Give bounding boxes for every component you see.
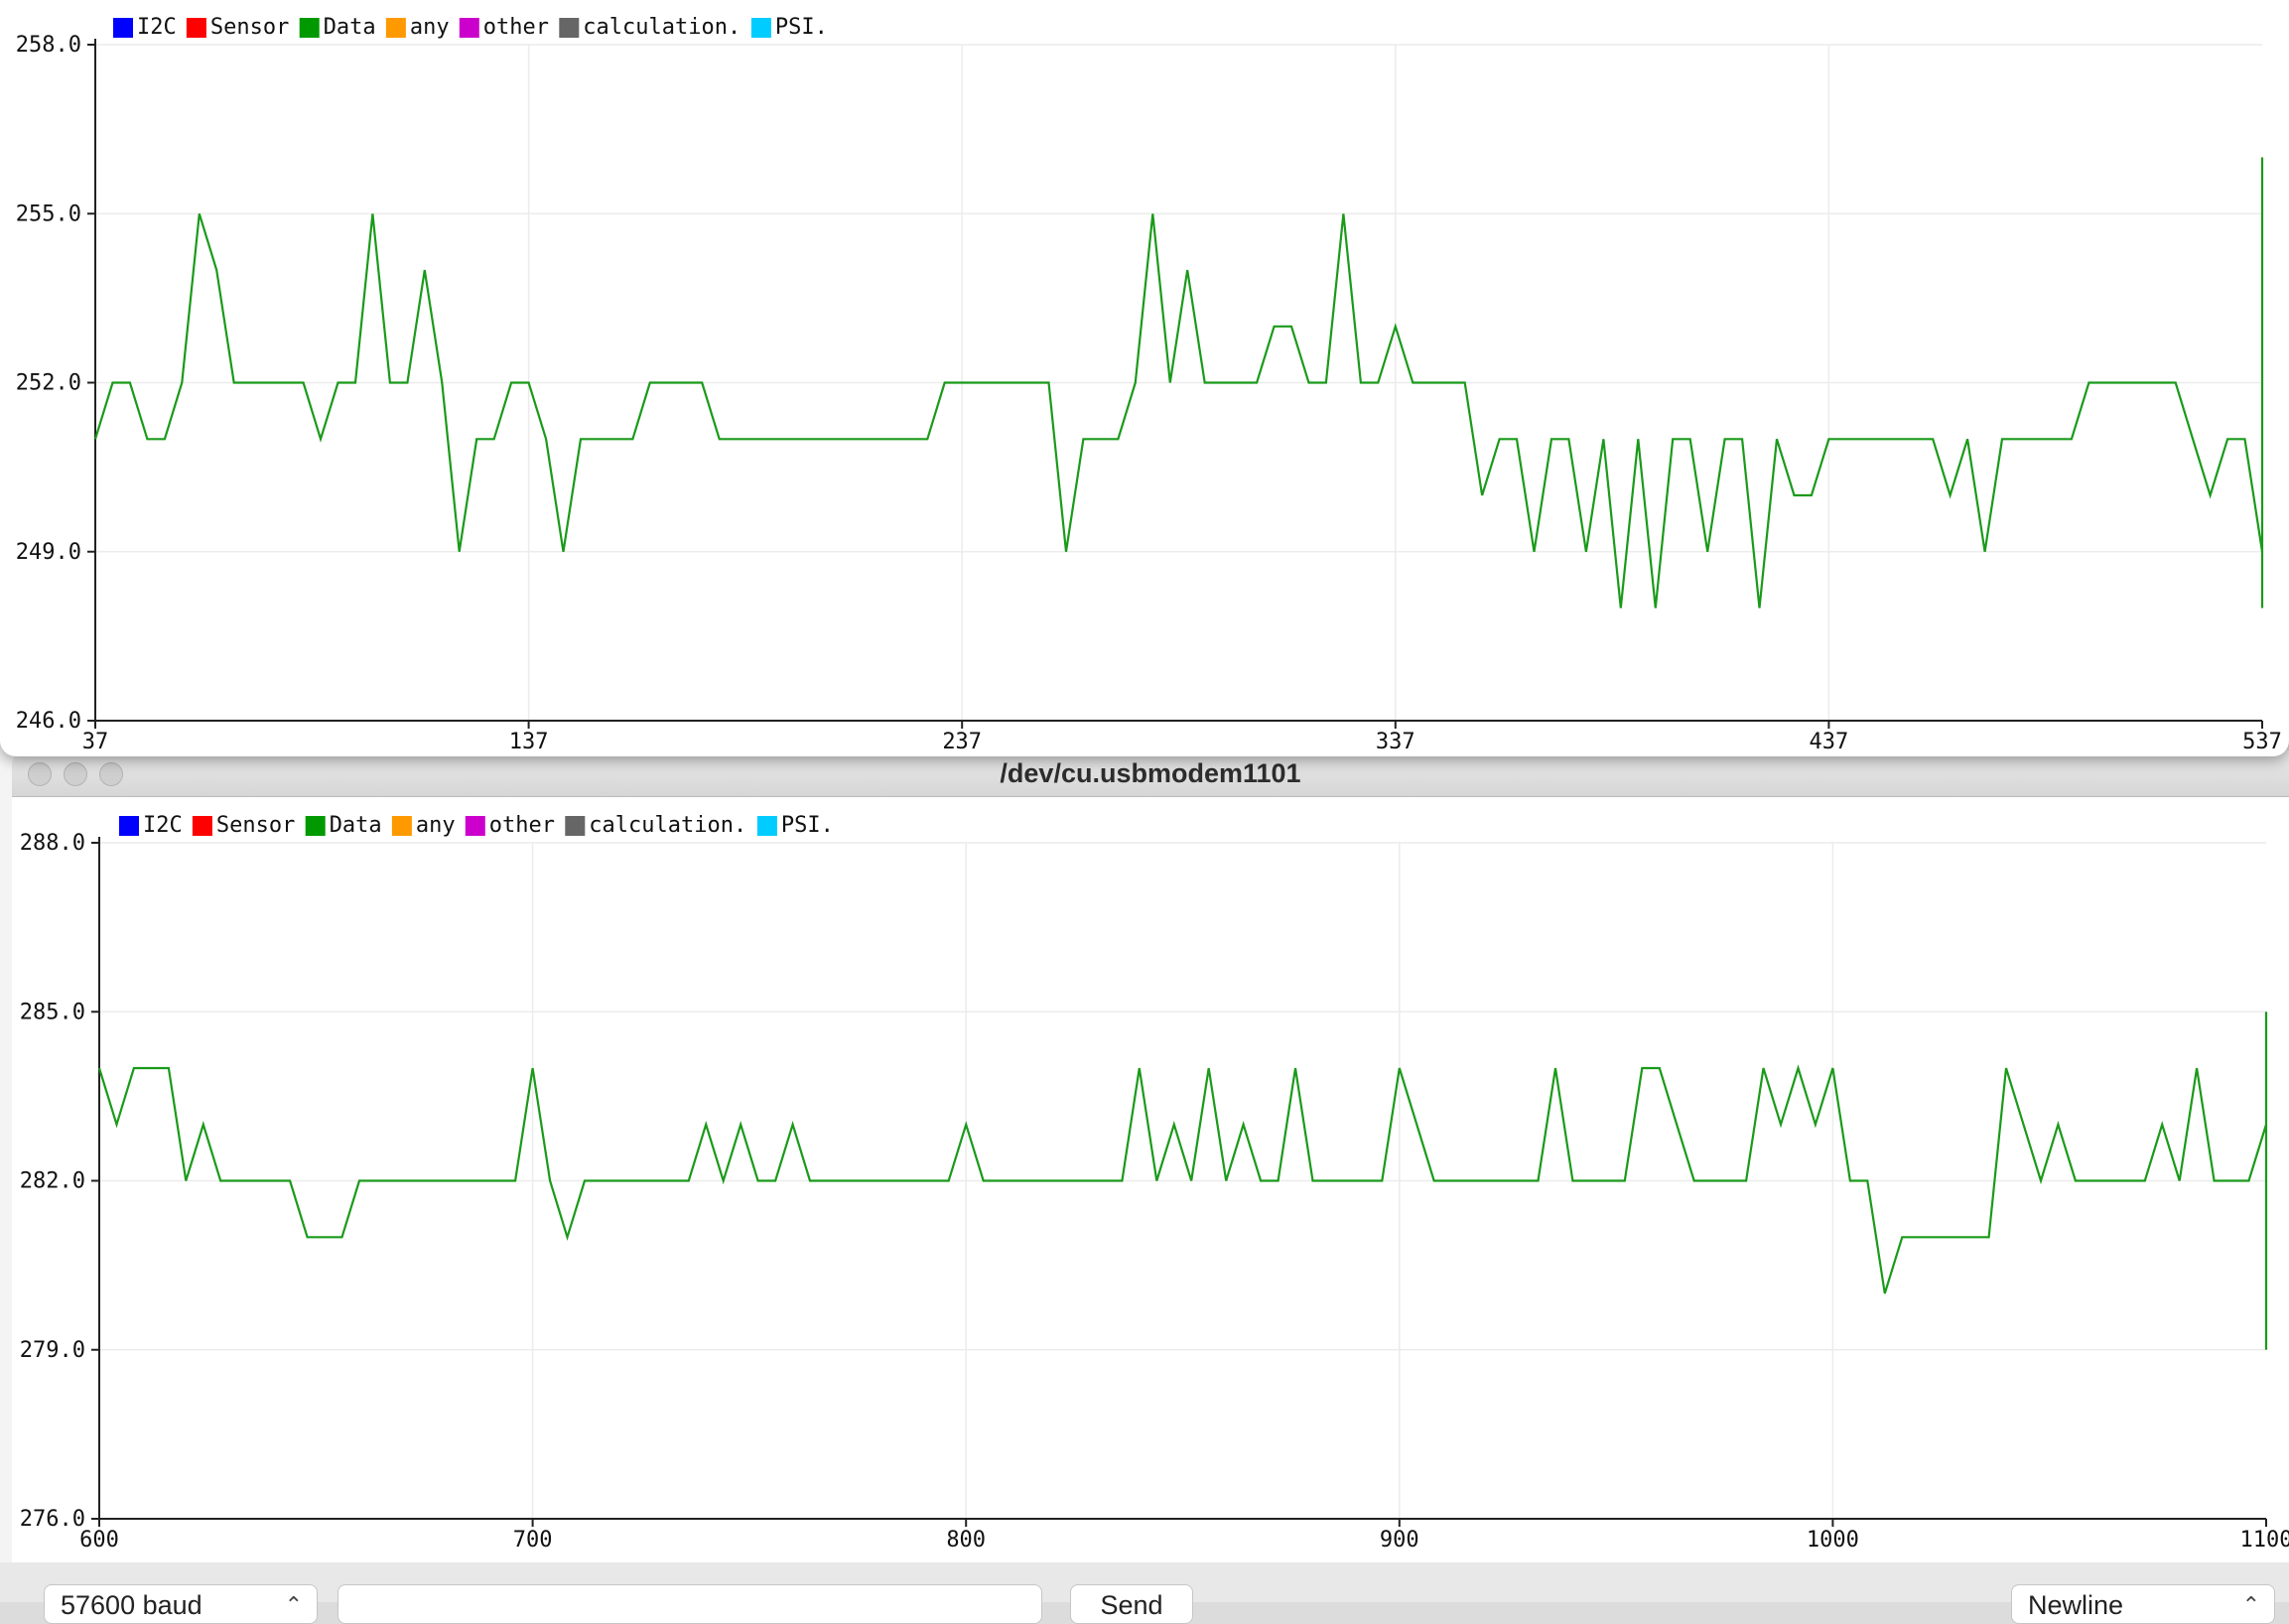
serial-plotter-window: /dev/cu.usbmodem1101 I2C Sensor Data any oth… [12, 750, 2289, 1602]
serial-plotter-window-front: I2C Sensor Data any other calculation. PSI. 258… [0, 0, 2289, 756]
chevron-updown-icon: ⌃ [284, 1592, 303, 1617]
y-tick-label: 246.0 [16, 709, 81, 734]
legend-label-4: other [489, 813, 555, 838]
legend-label-6: PSI. [781, 813, 834, 838]
x-tick-label: 900 [1380, 1528, 1419, 1553]
window-title: /dev/cu.usbmodem1101 [1000, 758, 1301, 788]
y-tick-label: 282.0 [20, 1169, 85, 1194]
legend-label-2: Data [324, 15, 376, 40]
data-series-line-0 [93, 157, 2264, 609]
zoom-window-button[interactable] [99, 762, 123, 786]
line-ending-select[interactable]: Newline ⌃ [2011, 1584, 2275, 1624]
x-tick-label: 1100 [2240, 1528, 2289, 1553]
send-button[interactable]: Send [1070, 1584, 1193, 1624]
y-tick-label: 252.0 [16, 371, 81, 396]
legend-swatch-5 [559, 18, 580, 38]
legend-label-6: PSI. [775, 15, 828, 40]
line-ending-value: Newline [2028, 1590, 2124, 1620]
legend-swatch-0 [119, 816, 139, 836]
x-tick-label: 337 [1376, 730, 1415, 754]
legend-label-3: any [410, 15, 450, 40]
legend-swatch-4 [465, 816, 485, 836]
legend-swatch-1 [192, 816, 212, 836]
legend-label-3: any [416, 813, 456, 838]
serial-plot-chart-1: I2C Sensor Data any other calculation. PSI. 258… [16, 15, 2282, 754]
legend-label-1: Sensor [216, 813, 295, 838]
legend-swatch-2 [305, 816, 326, 836]
serial-plot-chart-2: I2C Sensor Data any other calculation. PSI. 288… [20, 813, 2289, 1553]
legend-swatch-0 [113, 18, 133, 38]
y-tick-label: 285.0 [20, 1000, 85, 1024]
legend-swatch-4 [459, 18, 479, 38]
legend-swatch-6 [756, 816, 777, 836]
x-tick-label: 600 [79, 1528, 119, 1553]
legend-swatch-3 [391, 816, 412, 836]
legend-swatch-1 [186, 18, 206, 38]
close-window-button[interactable] [28, 762, 52, 786]
x-tick-label: 700 [513, 1528, 553, 1553]
baud-rate-select[interactable]: 57600 baud ⌃ [44, 1584, 318, 1624]
legend-label-0: I2C [137, 15, 177, 40]
x-tick-label: 1000 [1807, 1528, 1859, 1553]
x-tick-label: 437 [1810, 730, 1849, 754]
minimize-window-button[interactable] [64, 762, 87, 786]
legend-label-1: Sensor [210, 15, 289, 40]
message-input[interactable] [337, 1584, 1042, 1624]
baud-rate-value: 57600 baud [61, 1590, 202, 1620]
y-tick-label: 288.0 [20, 831, 85, 856]
y-tick-label: 255.0 [16, 202, 81, 226]
legend-label-2: Data [330, 813, 382, 838]
plotter-controls-bar: 57600 baud ⌃ Send Newline ⌃ [0, 1562, 2289, 1624]
y-tick-label: 279.0 [20, 1338, 85, 1363]
legend-label-0: I2C [143, 813, 183, 838]
x-tick-label: 237 [942, 730, 982, 754]
send-button-label: Send [1100, 1590, 1163, 1620]
legend-swatch-5 [565, 816, 586, 836]
x-tick-label: 37 [82, 730, 109, 754]
x-tick-label: 537 [2242, 730, 2282, 754]
legend-label-4: other [483, 15, 549, 40]
y-tick-label: 258.0 [16, 33, 81, 58]
x-tick-label: 800 [946, 1528, 986, 1553]
legend-swatch-3 [385, 18, 406, 38]
y-tick-label: 276.0 [20, 1507, 85, 1532]
legend-swatch-2 [299, 18, 320, 38]
chevron-updown-icon: ⌃ [2241, 1592, 2260, 1617]
legend-label-5: calculation. [589, 813, 746, 838]
data-series-line-0 [97, 1012, 2268, 1350]
y-tick-label: 249.0 [16, 540, 81, 565]
window-titlebar: /dev/cu.usbmodem1101 [12, 750, 2289, 797]
legend-label-5: calculation. [583, 15, 741, 40]
legend-swatch-6 [750, 18, 771, 38]
x-tick-label: 137 [509, 730, 549, 754]
